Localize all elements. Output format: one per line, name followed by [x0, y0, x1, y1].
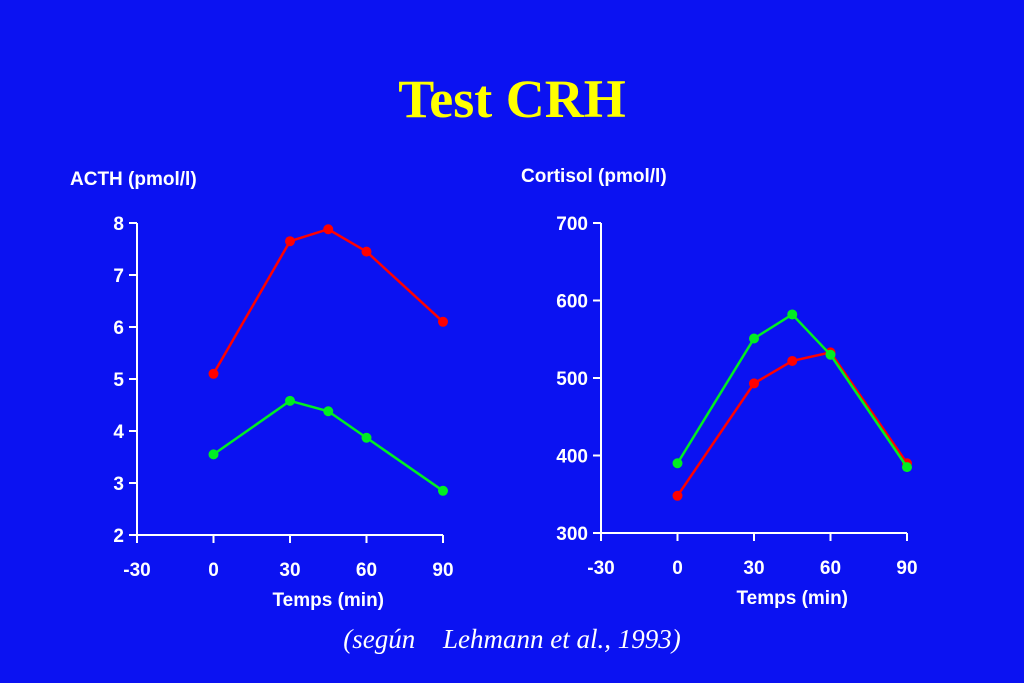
- data-point: [438, 316, 448, 327]
- y-tick-label: 300: [556, 524, 588, 545]
- x-axis-label: Temps (min): [736, 588, 848, 609]
- y-axis-label: Cortisol (pmol/l): [521, 166, 667, 187]
- x-tick-label: 90: [432, 560, 453, 581]
- data-point: [825, 349, 836, 360]
- data-point: [208, 449, 219, 460]
- x-tick-label: -30: [123, 560, 150, 581]
- y-tick-label: 5: [113, 370, 124, 391]
- data-point: [323, 224, 334, 235]
- y-tick-label: 7: [113, 266, 124, 287]
- y-tick-label: 3: [113, 474, 124, 495]
- data-point: [438, 485, 448, 496]
- series-line: [676, 351, 909, 497]
- data-point: [902, 462, 912, 473]
- data-point: [787, 355, 798, 366]
- x-tick-label: 0: [208, 560, 219, 581]
- data-point: [672, 490, 683, 501]
- x-tick-label: 30: [743, 558, 764, 579]
- data-point: [749, 333, 759, 344]
- x-tick-label: 30: [279, 560, 300, 581]
- x-tick-label: -30: [587, 558, 614, 579]
- source-citation: (según  Lehmann et al., 1993): [343, 624, 681, 654]
- data-point: [361, 246, 372, 257]
- data-point: [323, 406, 334, 417]
- y-tick-label: 8: [113, 214, 124, 235]
- x-tick-label: 60: [356, 560, 377, 581]
- data-point: [285, 395, 295, 406]
- x-axis-label: Temps (min): [272, 590, 384, 611]
- data-point: [285, 236, 295, 247]
- data-point: [208, 368, 219, 379]
- y-tick-label: 6: [113, 318, 124, 339]
- data-point: [672, 458, 683, 469]
- y-tick-label: 400: [556, 447, 588, 468]
- data-point: [361, 432, 372, 443]
- x-tick-label: 90: [896, 558, 917, 579]
- y-tick-label: 4: [113, 422, 124, 443]
- x-tick-label: 60: [820, 558, 841, 579]
- slide-title: Test CRH: [398, 69, 626, 129]
- data-point: [787, 309, 798, 320]
- y-tick-label: 500: [556, 369, 588, 390]
- y-tick-label: 700: [556, 214, 588, 235]
- y-axis-label: ACTH (pmol/l): [70, 169, 197, 190]
- x-tick-label: 0: [672, 558, 683, 579]
- data-point: [749, 378, 759, 389]
- y-tick-label: 600: [556, 292, 588, 313]
- series-line: [212, 227, 444, 375]
- y-tick-label: 2: [113, 526, 124, 547]
